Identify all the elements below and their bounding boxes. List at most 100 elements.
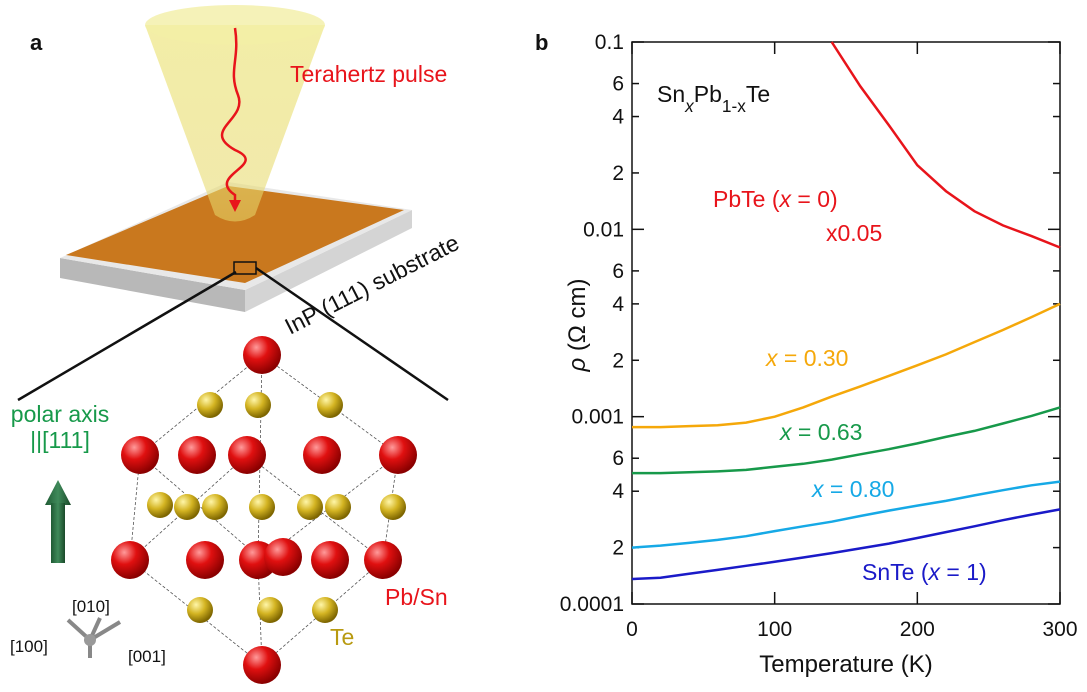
pbsn-atom [186,541,224,579]
pbsn-atom [243,646,281,684]
text-part: x [765,345,779,371]
pulse-wave [220,27,247,205]
pbsn-atom [243,336,281,374]
panel-b: b 0.0001 2 4 6 0.001 2 4 6 0.01 2 4 6 0.1 0 100 200 300 T… [535,30,1078,678]
text-part: Sn [657,81,685,107]
y-tick-label: 0.1 [595,31,624,54]
gizmo-center [84,634,96,646]
pbsn-atom [121,436,159,474]
te-atom [197,392,223,418]
direction-label: [100] [10,637,48,656]
x-tick-label: 200 [900,618,935,641]
direction-label: [010] [72,597,110,616]
y-tick-label: 2 [612,349,624,372]
text-part: x [684,96,695,116]
text-part: x [811,476,825,502]
text-part: = 0.80 [824,476,895,502]
series-line [631,480,1061,549]
y-axis-label: ρ (Ω cm) [564,278,591,372]
text-part: = 1) [940,559,987,585]
series-label: x = 0.63 [779,419,862,445]
x-tick-label: 0 [626,618,638,641]
text-part: (Ω cm) [564,278,591,357]
y-tick-label: 2 [612,537,624,560]
film [66,186,404,283]
te-atom [312,597,338,623]
text-part: x [778,186,792,212]
atom-label: Pb/Sn [385,584,448,610]
te-atom [174,494,200,520]
x-axis-label: Temperature (K) [759,651,932,678]
text-part: Te [746,81,770,107]
y-tick-label: 6 [612,447,624,470]
te-atom [249,494,275,520]
text-part: Pb [694,81,722,107]
y-tick-label: 2 [612,162,624,185]
pbsn-atom [311,541,349,579]
te-atom [245,392,271,418]
cone-top [145,5,325,45]
text-part: = 0) [791,186,838,212]
plot-frame [631,41,1061,605]
panel-a: a Terahertz pulse InP (111) substrate Pb… [10,5,463,684]
text-part: ρ [564,358,591,373]
atom-label: Te [330,624,354,650]
chart-title: SnxPb1-xTe [657,81,770,116]
pbsn-atom [364,541,402,579]
pbsn-atom [379,436,417,474]
series-line [632,302,1061,429]
series-line [632,406,1061,475]
series-line [631,508,1061,581]
y-tick-label: 6 [612,260,624,283]
pulse-arrowhead [229,200,241,212]
te-atom [325,494,351,520]
y-tick-label: 4 [612,106,624,129]
te-atom [297,494,323,520]
panel-letter: b [535,30,548,55]
y-tick-label: 4 [612,293,624,316]
pbsn-atom [111,541,149,579]
te-atom [257,597,283,623]
te-atom [202,494,228,520]
atoms [111,336,417,684]
substrate-side [245,210,412,312]
scale-label: x0.05 [826,220,882,246]
series-label: x = 0.30 [765,345,848,371]
text-part: = 0.30 [778,345,849,371]
series-label: SnTe (x = 1) [862,559,987,585]
pbsn-atom [228,436,266,474]
polar-axis-label: ||[111] [30,427,90,453]
polar-axis-label: polar axis [11,401,109,427]
series-label: x = 0.80 [811,476,894,502]
y-tick-label: 6 [612,73,624,96]
x-tick-label: 100 [757,618,792,641]
pbsn-atom [303,436,341,474]
pbsn-atom [264,538,302,576]
polar-arrow-shaft [51,503,65,563]
y-tick-label: 0.001 [571,406,624,429]
x-tick-label: 300 [1042,618,1077,641]
text-part: SnTe ( [862,559,929,585]
substrate-side [60,258,245,312]
panel-letter: a [30,30,43,55]
te-atom [380,494,406,520]
y-tick-label: 0.01 [583,218,624,241]
te-atom [317,392,343,418]
thz-cone [145,25,325,222]
series-label: PbTe (x = 0) [713,186,838,212]
y-tick-label: 0.0001 [560,593,624,616]
direction-label: [001] [128,647,166,666]
text-part: 1-x [722,96,746,116]
zoom-line [255,266,449,402]
series-line [830,41,1061,249]
te-atom [147,492,173,518]
y-tick-label: 4 [612,480,624,503]
zoom-line [17,270,237,402]
te-atom [187,597,213,623]
text-part: x [927,559,941,585]
pulse-label: Terahertz pulse [290,61,447,87]
text-part: x [779,419,793,445]
text-part: = 0.63 [792,419,863,445]
